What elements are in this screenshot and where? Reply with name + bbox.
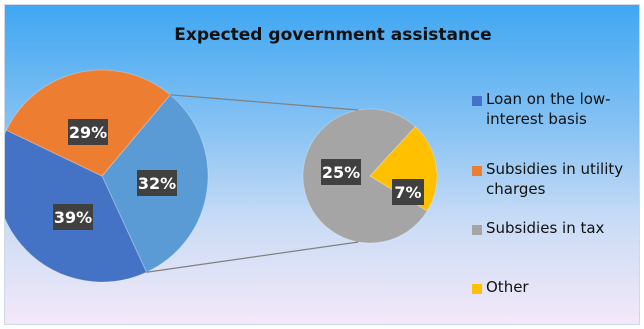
legend-swatch-tax bbox=[472, 225, 482, 235]
legend-label-utility-line2: charges bbox=[486, 179, 636, 199]
label-utility: 29% bbox=[69, 123, 107, 142]
legend-label-loan-line1: Loan on the low- bbox=[486, 89, 636, 109]
chart-area: Expected government assistance 29% 32% 39%… bbox=[4, 4, 640, 325]
legend-label-loan-line2: interest basis bbox=[486, 109, 636, 129]
legend-swatch-loan bbox=[472, 96, 482, 106]
legend-label-other: Other bbox=[486, 277, 636, 297]
legend-label-tax: Subsidies in tax bbox=[486, 218, 636, 238]
legend-swatch-other bbox=[472, 284, 482, 294]
legend-swatch-utility bbox=[472, 166, 482, 176]
legend-label-utility-line1: Subsidies in utility bbox=[486, 159, 636, 179]
label-combined: 32% bbox=[138, 174, 176, 193]
label-other: 7% bbox=[394, 183, 421, 202]
label-loan: 39% bbox=[54, 208, 92, 227]
connector-line-top bbox=[170, 95, 358, 110]
label-tax: 25% bbox=[322, 163, 360, 182]
